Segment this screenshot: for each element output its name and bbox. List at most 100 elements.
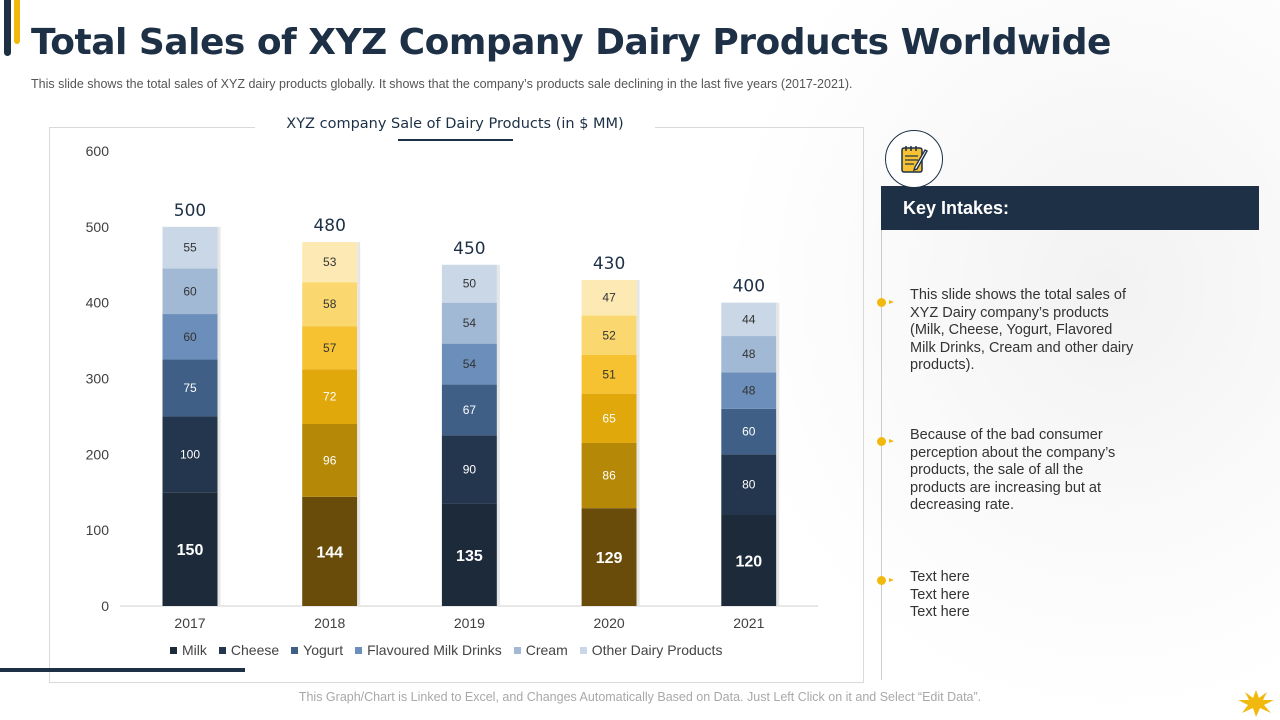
bar-segment[interactable] xyxy=(581,442,637,509)
legend-swatch xyxy=(355,646,363,654)
x-tick-label: 2021 xyxy=(733,615,764,631)
footer-note: This Graph/Chart is Linked to Excel, and… xyxy=(298,690,982,704)
data-label: 54 xyxy=(463,357,477,371)
page-title: Total Sales of XYZ Company Dairy Product… xyxy=(31,22,1111,63)
bar-shadow xyxy=(636,279,640,606)
chart-title: XYZ company Sale of Dairy Products (in $… xyxy=(286,116,623,132)
data-label: 52 xyxy=(602,328,616,342)
bullet-icon xyxy=(877,437,894,446)
bar-shadow xyxy=(776,302,780,606)
bar-segment[interactable] xyxy=(162,226,218,269)
bar-segment[interactable] xyxy=(721,408,777,455)
data-label: 75 xyxy=(183,381,197,395)
bar-segment[interactable] xyxy=(302,242,358,283)
chart-title-background xyxy=(255,110,655,136)
bar-segment[interactable] xyxy=(721,454,777,515)
data-label: 86 xyxy=(602,469,616,483)
data-label: 57 xyxy=(323,341,337,355)
bar-segment[interactable] xyxy=(721,372,777,409)
legend-swatch xyxy=(170,646,177,654)
bar-shadow xyxy=(217,226,221,607)
legend-swatch xyxy=(218,646,226,654)
key-point-2: Because of the bad consumer perception a… xyxy=(910,427,1116,513)
total-label: 430 xyxy=(593,254,625,274)
legend-swatch xyxy=(513,646,521,654)
accent-bar-dark xyxy=(4,0,11,56)
data-label: 55 xyxy=(183,241,197,255)
bar-segment[interactable] xyxy=(581,393,637,443)
data-label: 44 xyxy=(742,312,756,326)
y-tick-label: 600 xyxy=(86,143,110,159)
bar-segment[interactable] xyxy=(162,416,218,493)
legend-item: Cream xyxy=(513,642,568,658)
bar-segment[interactable] xyxy=(441,384,497,436)
bar-segment[interactable] xyxy=(302,326,358,370)
data-label: 96 xyxy=(323,453,337,467)
key-intakes-title: Key Intakes: xyxy=(903,197,1010,218)
data-label: 47 xyxy=(602,291,616,305)
bar-segment[interactable] xyxy=(581,354,637,394)
bar-shadow xyxy=(357,242,361,606)
total-label: 400 xyxy=(733,277,765,297)
bar-segment[interactable] xyxy=(162,492,218,606)
y-tick-label: 100 xyxy=(86,522,110,538)
bar-segment[interactable] xyxy=(441,264,497,303)
data-label: 60 xyxy=(742,425,756,439)
legend-swatch xyxy=(579,646,587,654)
bar-segment[interactable] xyxy=(441,435,497,504)
bullet-icon xyxy=(877,576,894,585)
bar-segment[interactable] xyxy=(162,314,218,360)
background-swoosh xyxy=(720,0,1280,720)
legend-swatch xyxy=(291,646,299,654)
bar-segment[interactable] xyxy=(581,315,637,355)
bar-segment[interactable] xyxy=(302,282,358,327)
data-label: 50 xyxy=(463,277,477,291)
chart-legend: Milk Cheese Yogurt Flavoured Milk Drinks Cre… xyxy=(170,642,722,658)
accent-bar-gold xyxy=(14,0,20,44)
bar-segment[interactable] xyxy=(302,369,358,424)
data-label: 54 xyxy=(463,316,477,330)
timeline-line xyxy=(881,230,882,680)
key-intakes-header: Key Intakes: xyxy=(881,186,1259,230)
y-tick-label: 500 xyxy=(86,219,110,235)
bar-segment[interactable] xyxy=(581,508,637,606)
bar-segment[interactable] xyxy=(162,359,218,417)
data-label: 48 xyxy=(742,347,756,361)
x-tick-label: 2018 xyxy=(314,615,345,631)
data-label: 51 xyxy=(602,367,616,381)
legend-label: Cream xyxy=(525,642,568,658)
data-label: 60 xyxy=(183,330,197,344)
data-label: 58 xyxy=(323,297,337,311)
y-tick-label: 400 xyxy=(86,295,110,311)
data-label: 48 xyxy=(742,384,756,398)
x-tick-label: 2017 xyxy=(174,615,205,631)
legend-item: Cheese xyxy=(218,642,280,658)
x-tick-label: 2019 xyxy=(454,615,485,631)
legend-item: Milk xyxy=(170,642,207,658)
bar-segment[interactable] xyxy=(441,343,497,385)
data-label: 120 xyxy=(735,554,762,571)
data-label: 129 xyxy=(596,550,623,567)
page-subtitle: This slide shows the total sales of XYZ … xyxy=(31,77,853,91)
bar-segment[interactable] xyxy=(721,336,777,373)
bar-segment[interactable] xyxy=(302,424,358,497)
bullet-icon xyxy=(877,298,894,307)
bar-segment[interactable] xyxy=(441,302,497,344)
total-label: 450 xyxy=(453,239,485,259)
y-tick-label: 200 xyxy=(86,446,110,462)
bar-segment[interactable] xyxy=(721,302,777,337)
key-point-1: This slide shows the total sales of XYZ … xyxy=(910,287,1134,373)
data-label: 65 xyxy=(602,411,616,425)
legend-label: Cheese xyxy=(230,642,280,658)
bar-segment[interactable] xyxy=(721,515,777,606)
legend-label: Other Dairy Products xyxy=(591,642,723,658)
bar-segment[interactable] xyxy=(162,268,218,315)
bar-segment[interactable] xyxy=(302,496,358,606)
bar-segment[interactable] xyxy=(441,503,497,606)
bar-segment[interactable] xyxy=(581,279,637,316)
legend-label: Yogurt xyxy=(303,642,344,658)
data-label: 150 xyxy=(177,542,204,559)
x-tick-label: 2020 xyxy=(594,615,625,631)
total-label: 480 xyxy=(313,216,345,236)
